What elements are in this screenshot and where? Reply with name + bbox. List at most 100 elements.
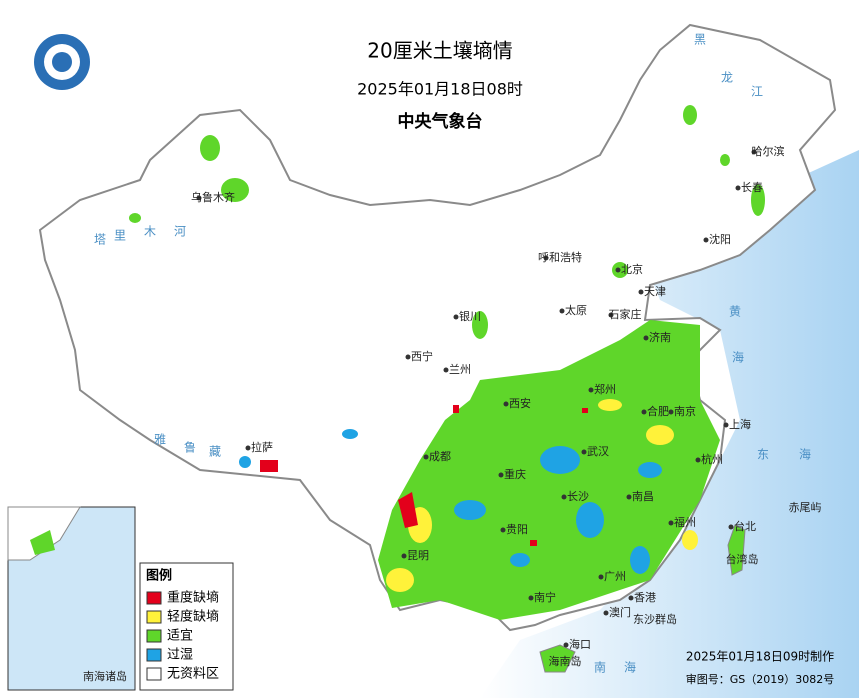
city-dot — [453, 314, 459, 320]
place-label: 太原 — [565, 304, 587, 317]
sea — [480, 150, 859, 698]
water-label: 黑 — [694, 33, 706, 47]
city-dot — [668, 409, 674, 415]
city-dot — [503, 401, 509, 407]
place-label: 成都 — [429, 450, 451, 463]
city-dot — [615, 267, 621, 273]
water-label: 木 — [144, 225, 156, 239]
place-label: 呼和浩特 — [538, 250, 582, 264]
water-label: 海 — [624, 660, 636, 675]
place-label: 昆明 — [407, 549, 429, 562]
city-dot — [405, 354, 411, 360]
place-label: 赤尾屿 — [789, 501, 822, 514]
city-dot — [498, 472, 504, 478]
city-dot — [728, 524, 734, 530]
place-label: 合肥 — [647, 404, 669, 418]
place-label: 重庆 — [504, 467, 526, 481]
place-label: 海南岛 — [549, 654, 582, 668]
place-label: 郑州 — [594, 382, 616, 396]
water-label: 海 — [732, 350, 744, 365]
place-label: 澳门 — [609, 605, 631, 619]
place-label: 哈尔滨 — [752, 144, 785, 158]
region-wet — [239, 429, 662, 574]
city-dot — [723, 422, 729, 428]
legend-swatch — [146, 648, 162, 662]
city-dot — [603, 610, 609, 616]
logo — [34, 34, 90, 90]
water-label: 龙 — [721, 71, 733, 85]
place-label: 拉萨 — [251, 440, 273, 454]
water-label: 黄 — [729, 305, 741, 319]
place-label: 贵阳 — [506, 523, 528, 536]
place-label: 香港 — [634, 591, 656, 604]
taiwan — [727, 524, 746, 576]
place-label: 北京 — [621, 262, 643, 276]
water-label: 东 — [757, 448, 769, 462]
city-dot — [581, 449, 587, 455]
approval: 审图号：GS（2019）3082号 — [686, 672, 835, 686]
place-label: 南宁 — [534, 590, 556, 604]
city-dot — [751, 149, 757, 155]
legend-label: 适宜 — [167, 629, 193, 644]
city-dot — [641, 409, 647, 415]
region-severe-drought — [260, 405, 588, 546]
city-dot — [643, 335, 649, 341]
legend-swatch — [146, 610, 162, 624]
legend-label: 轻度缺墒 — [167, 609, 219, 625]
place-label: 东沙群岛 — [633, 612, 677, 626]
city-dot — [559, 308, 565, 314]
place-label: 石家庄 — [609, 307, 642, 321]
place-label: 沈阳 — [709, 232, 731, 246]
made-time: 2025年01月18日09时制作 — [686, 650, 834, 664]
city-dot — [423, 454, 429, 460]
place-label: 上海 — [729, 417, 751, 431]
city-dot — [735, 185, 741, 191]
city-dot — [628, 595, 634, 601]
legend-swatch — [146, 629, 162, 643]
place-label: 海口 — [569, 637, 591, 651]
place-label: 长春 — [741, 181, 763, 194]
water-label: 里 — [114, 229, 126, 243]
place-label: 南京 — [674, 404, 696, 418]
place-label: 南昌 — [632, 490, 654, 503]
water-label: 河 — [174, 225, 186, 239]
region-suitable-north — [129, 105, 765, 339]
city-dot — [598, 574, 604, 580]
city-dot — [588, 387, 594, 393]
title: 20厘米土壤墒情 — [367, 39, 512, 63]
city-dot — [500, 527, 506, 533]
city-dot — [528, 595, 534, 601]
legend-swatch — [146, 667, 162, 681]
place-label: 西安 — [509, 396, 531, 410]
city-dot — [196, 195, 202, 201]
city-dot — [703, 237, 709, 243]
place-label: 台湾岛 — [726, 552, 759, 566]
place-label: 济南 — [649, 330, 671, 344]
place-label: 天津 — [644, 285, 666, 298]
place-label: 广州 — [604, 570, 626, 583]
place-label: 兰州 — [449, 363, 471, 376]
water-label: 鲁 — [184, 441, 196, 455]
legend-swatch — [146, 591, 162, 605]
city-dot — [668, 520, 674, 526]
inset — [7, 506, 136, 691]
place-label: 南海诸岛 — [83, 669, 127, 683]
place-label: 西宁 — [411, 349, 433, 363]
city-dot — [401, 553, 407, 559]
city-dot — [443, 367, 449, 373]
city-dot — [638, 289, 644, 295]
place-label: 乌鲁木齐 — [191, 190, 235, 204]
place-label: 银川 — [459, 309, 481, 323]
city-dot — [563, 642, 569, 648]
region-mild-drought — [386, 399, 698, 592]
place-label: 杭州 — [701, 452, 723, 466]
water-label: 江 — [751, 85, 763, 99]
place-label: 武汉 — [587, 445, 609, 458]
legend-label: 无资料区 — [167, 667, 219, 682]
water-label: 塔 — [94, 233, 106, 247]
water-label: 南 — [594, 660, 606, 675]
date: 2025年01月18日08时 — [357, 80, 523, 99]
agency: 中央气象台 — [398, 111, 483, 132]
